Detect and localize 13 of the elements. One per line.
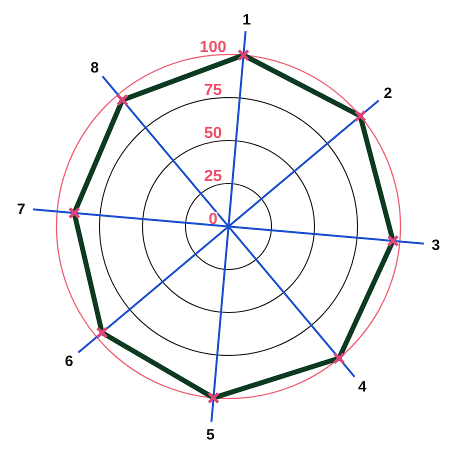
y-tick-label: 100 xyxy=(200,38,226,56)
y-tick-label: 75 xyxy=(204,82,222,99)
spoke-label: 8 xyxy=(90,60,99,77)
y-tick-label: 25 xyxy=(204,168,222,185)
spoke-label: 4 xyxy=(358,378,368,396)
spoke-label: 7 xyxy=(17,200,26,218)
spoke-label: 1 xyxy=(242,12,251,29)
spoke-label: 2 xyxy=(384,85,392,102)
spoke-label: 5 xyxy=(206,426,215,444)
y-tick-label: 50 xyxy=(204,124,222,142)
spoke-label: 6 xyxy=(64,352,74,370)
y-tick-label: 0 xyxy=(208,210,218,228)
spoke-label: 3 xyxy=(432,237,440,254)
